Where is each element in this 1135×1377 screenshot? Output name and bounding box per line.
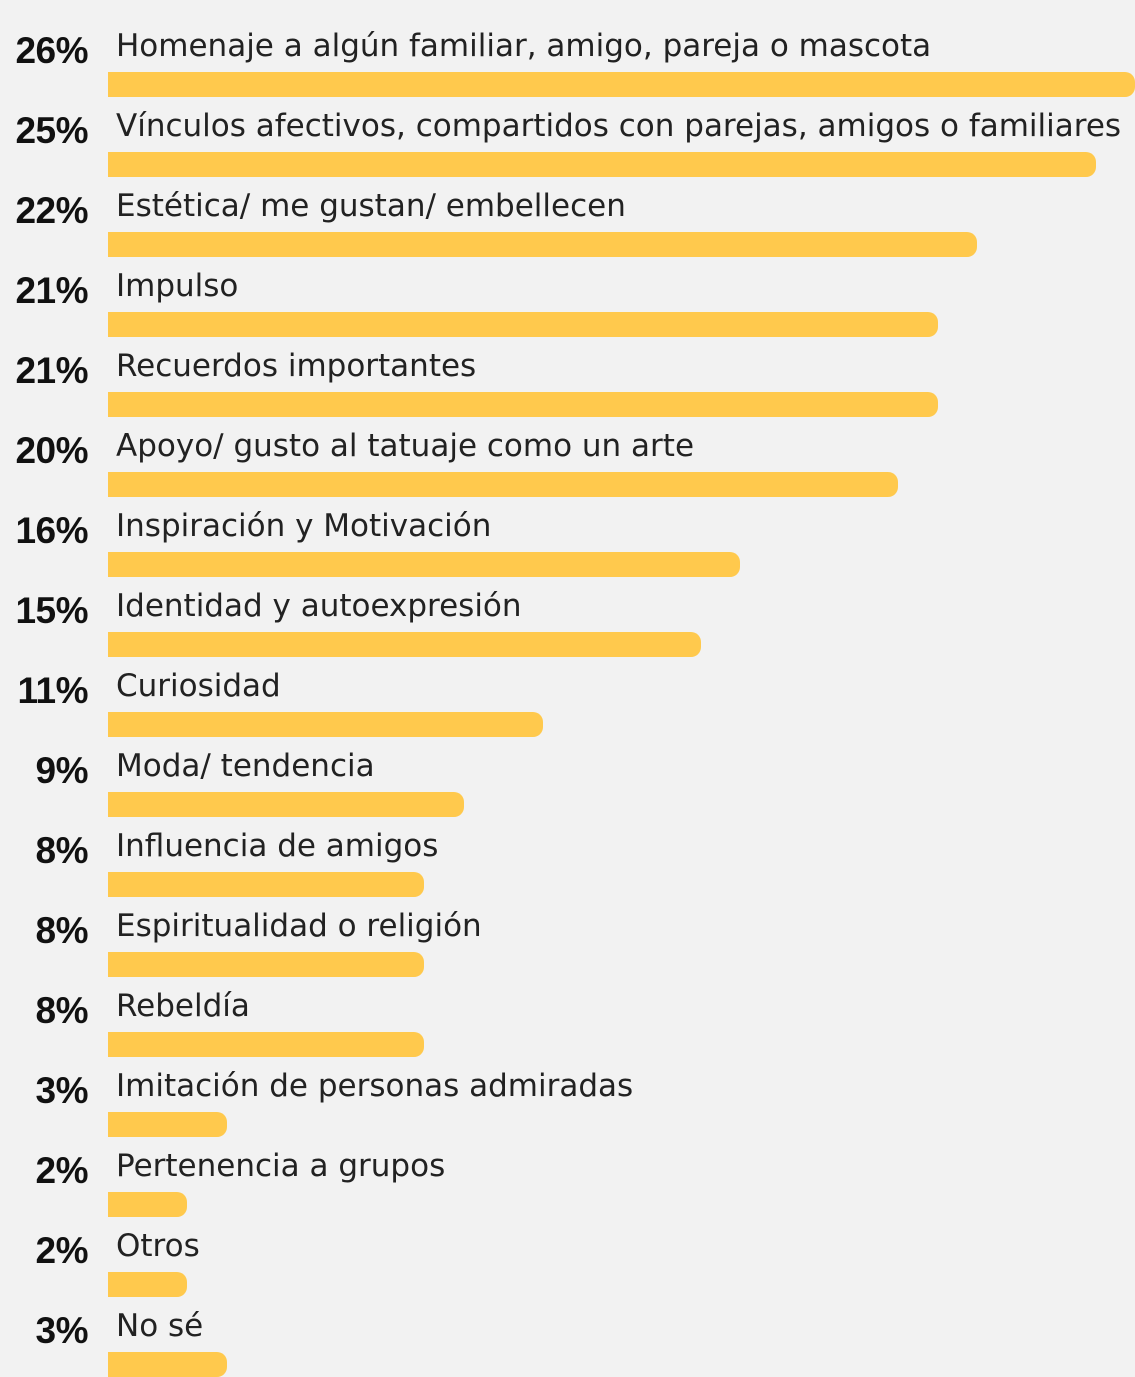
- bar-row: 26% Homenaje a algún familiar, amigo, par…: [0, 0, 1135, 97]
- category-label: Vínculos afectivos, compartidos con pare…: [116, 108, 1122, 144]
- category-label: Moda/ tendencia: [116, 748, 375, 784]
- category-label: Recuerdos importantes: [116, 348, 477, 384]
- bar-row: 8% Rebeldía: [0, 960, 1135, 1057]
- category-label: Curiosidad: [116, 668, 281, 704]
- bar-row: 8% Influencia de amigos: [0, 800, 1135, 897]
- value-label: 21%: [15, 350, 88, 391]
- bar: [108, 952, 424, 977]
- bar: [108, 1192, 187, 1217]
- value-label: 26%: [15, 30, 88, 71]
- bar-row: 25% Vínculos afectivos, compartidos con p…: [0, 80, 1135, 177]
- value-label: 9%: [35, 750, 89, 791]
- bar-row: 2% Otros: [0, 1200, 1135, 1297]
- category-label: Pertenencia a grupos: [116, 1148, 446, 1184]
- bar: [108, 152, 1096, 177]
- bar: [108, 632, 701, 657]
- bar: [108, 1112, 227, 1137]
- bar-row: 21% Recuerdos importantes: [0, 320, 1135, 417]
- bar: [108, 72, 1135, 97]
- bar: [108, 312, 938, 337]
- value-label: 25%: [15, 110, 88, 151]
- bar-row: 8% Espiritualidad o religión: [0, 880, 1135, 977]
- category-label: No sé: [116, 1308, 204, 1344]
- value-label: 8%: [35, 830, 89, 871]
- bar: [108, 232, 977, 257]
- bar: [108, 1032, 424, 1057]
- category-label: Homenaje a algún familiar, amigo, pareja…: [116, 28, 932, 64]
- category-label: Influencia de amigos: [116, 828, 439, 864]
- value-label: 16%: [15, 510, 88, 551]
- value-label: 3%: [35, 1310, 89, 1351]
- bar: [108, 872, 424, 897]
- category-label: Rebeldía: [116, 988, 250, 1024]
- bar: [108, 552, 740, 577]
- bar-row: 15% Identidad y autoexpresión: [0, 560, 1135, 657]
- bar-row: 9% Moda/ tendencia: [0, 720, 1135, 817]
- value-label: 11%: [17, 670, 88, 711]
- category-label: Espiritualidad o religión: [116, 908, 482, 944]
- value-label: 22%: [15, 190, 88, 231]
- category-label: Identidad y autoexpresión: [116, 588, 522, 624]
- bar-row: 21% Impulso: [0, 240, 1135, 337]
- bar-row: 2% Pertenencia a grupos: [0, 1120, 1135, 1217]
- category-label: Estética/ me gustan/ embellecen: [116, 188, 626, 224]
- bar-row: 11% Curiosidad: [0, 640, 1135, 737]
- bar-row: 16% Inspiración y Motivación: [0, 480, 1135, 577]
- value-label: 8%: [35, 990, 89, 1031]
- category-label: Inspiración y Motivación: [116, 508, 492, 544]
- category-label: Impulso: [116, 268, 239, 304]
- bar: [108, 1272, 187, 1297]
- value-label: 2%: [35, 1230, 89, 1271]
- bar: [108, 472, 898, 497]
- bar-row: 20% Apoyo/ gusto al tatuaje como un arte: [0, 400, 1135, 497]
- bar-row: 3% Imitación de personas admiradas: [0, 1040, 1135, 1137]
- value-label: 21%: [15, 270, 88, 311]
- category-label: Otros: [116, 1228, 200, 1264]
- bar: [108, 792, 464, 817]
- value-label: 15%: [15, 590, 88, 631]
- bar: [108, 392, 938, 417]
- bar: [108, 712, 543, 737]
- value-label: 8%: [35, 910, 89, 951]
- bar-row: 3% No sé: [0, 1280, 1135, 1377]
- value-label: 20%: [15, 430, 88, 471]
- category-label: Imitación de personas admiradas: [116, 1068, 634, 1104]
- value-label: 3%: [35, 1070, 89, 1111]
- value-label: 2%: [35, 1150, 89, 1191]
- bar-row: 22% Estética/ me gustan/ embellecen: [0, 160, 1135, 257]
- category-label: Apoyo/ gusto al tatuaje como un arte: [116, 428, 695, 464]
